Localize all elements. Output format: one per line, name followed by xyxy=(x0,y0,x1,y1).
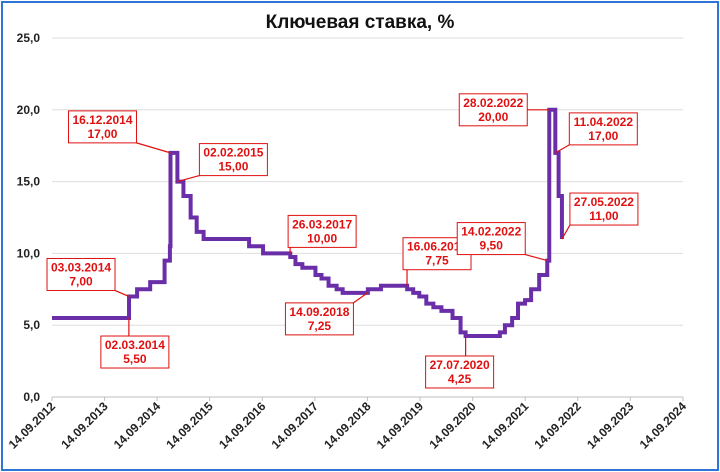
annotation-box xyxy=(425,355,495,389)
annotation-date: 27.07.2020 xyxy=(430,358,490,372)
annotation-date: 02.02.2015 xyxy=(203,146,263,160)
annotation-value: 4,25 xyxy=(448,372,472,386)
annotation-pointer xyxy=(177,175,200,183)
x-tick-label: 14.09.2021 xyxy=(479,399,532,452)
annotation-pointer xyxy=(561,224,571,240)
annotation-date: 11.04.2022 xyxy=(574,115,634,129)
annotation-pointer xyxy=(114,289,130,298)
annotation-box xyxy=(568,112,638,146)
annotation-box xyxy=(46,257,116,291)
annotation-date: 03.03.2014 xyxy=(51,260,111,274)
y-tick-label: 5,0 xyxy=(23,318,40,332)
x-tick-label: 14.09.2012 xyxy=(6,399,59,452)
x-tick-label: 14.09.2024 xyxy=(637,399,690,452)
y-tick-label: 0,0 xyxy=(23,390,40,404)
y-tick-label: 25,0 xyxy=(17,31,41,45)
y-tick-label: 10,0 xyxy=(17,246,41,260)
annotation-date: 02.03.2014 xyxy=(105,338,165,352)
annotation-value: 15,00 xyxy=(218,160,248,174)
x-tick-label: 14.09.2014 xyxy=(111,399,164,452)
x-tick-label: 14.09.2016 xyxy=(216,399,269,452)
annotation-value: 17,00 xyxy=(588,129,618,143)
x-tick-label: 14.09.2022 xyxy=(532,399,585,452)
annotation-box xyxy=(67,110,137,144)
annotation-value: 7,75 xyxy=(425,254,449,268)
annotation-box xyxy=(458,93,528,127)
x-tick-label: 14.09.2019 xyxy=(374,399,427,452)
x-tick-label: 14.09.2020 xyxy=(426,399,479,452)
annotation-value: 10,00 xyxy=(307,231,337,245)
x-tick-label: 14.09.2018 xyxy=(321,399,374,452)
annotation-date: 26.03.2017 xyxy=(292,217,352,231)
annotation-value: 5,50 xyxy=(123,352,147,366)
annotation-date: 28.02.2022 xyxy=(463,96,523,110)
x-tick-label: 14.09.2013 xyxy=(58,399,111,452)
x-tick-label: 14.09.2023 xyxy=(584,399,637,452)
annotation-value: 17,00 xyxy=(87,127,117,141)
annotation-value: 7,25 xyxy=(308,319,332,333)
annotation-value: 20,00 xyxy=(478,110,508,124)
series-line xyxy=(52,107,564,338)
y-tick-label: 20,0 xyxy=(17,103,41,117)
annotation-box xyxy=(569,192,639,226)
annotation-date: 16.12.2014 xyxy=(72,113,132,127)
y-tick-label: 15,0 xyxy=(17,175,41,189)
annotation-box xyxy=(100,335,170,369)
annotation-pointer xyxy=(136,142,171,154)
annotation-date: 14.09.2018 xyxy=(289,305,349,319)
annotation-pointer xyxy=(353,292,368,304)
annotation-date: 27.05.2022 xyxy=(574,195,634,209)
annotation-pointer xyxy=(525,254,548,262)
x-tick-label: 14.09.2017 xyxy=(269,399,322,452)
annotation-pointer xyxy=(555,144,570,154)
annotation-box xyxy=(456,222,526,256)
annotation-value: 7,00 xyxy=(69,274,93,288)
annotation-value: 9,50 xyxy=(480,239,504,253)
chart-title: Ключевая ставка, % xyxy=(265,12,455,33)
annotation-box xyxy=(284,302,354,336)
annotation-box xyxy=(198,143,268,177)
annotation-value: 11,00 xyxy=(589,209,619,223)
x-tick-label: 14.09.2015 xyxy=(163,399,216,452)
annotation-date: 14.02.2022 xyxy=(461,225,521,239)
annotation-date: 16.06.2019 xyxy=(407,240,467,254)
annotation-box xyxy=(287,214,357,248)
